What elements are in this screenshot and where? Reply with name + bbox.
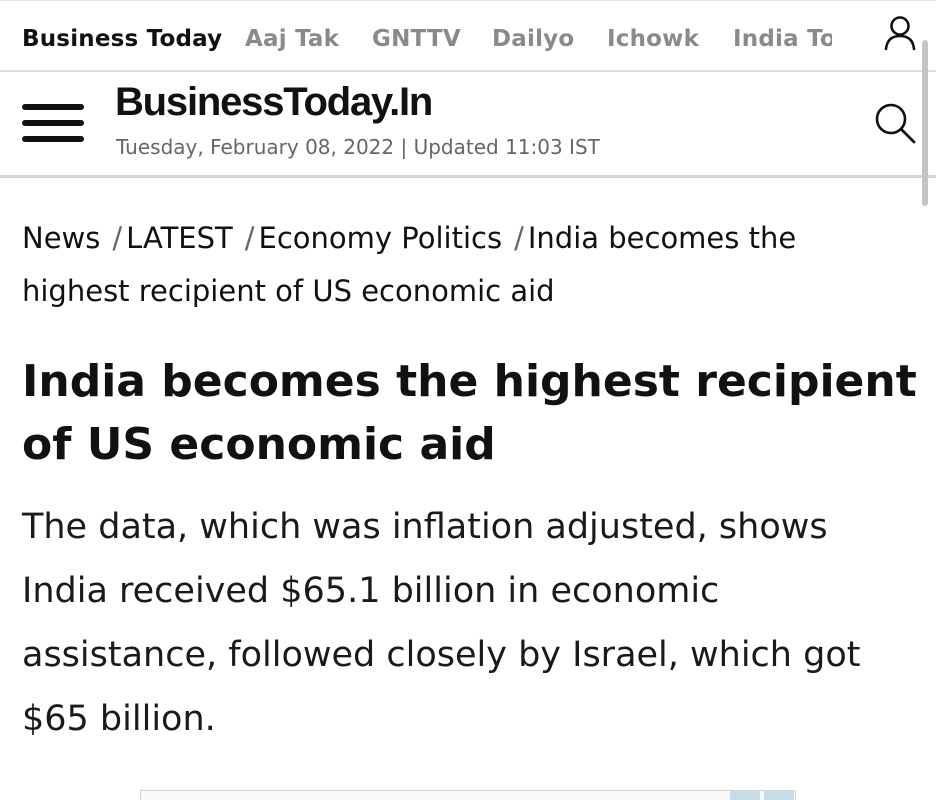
network-link-aaj-tak[interactable]: Aaj Tak — [245, 26, 340, 52]
breadcrumb-separator: / — [244, 221, 255, 255]
network-bar: Business Today Aaj Tak GNTTV Dailyo Icho… — [0, 0, 936, 72]
page-scrollbar[interactable] — [922, 40, 928, 206]
breadcrumb: News / LATEST / Economy Politics / India becom… — [22, 212, 892, 318]
breadcrumb-current-page: India becomes the highest recipient of U… — [22, 221, 797, 308]
search-icon[interactable] — [872, 100, 918, 146]
network-link-business-today[interactable]: Business Today — [22, 26, 223, 52]
breadcrumb-separator: / — [112, 221, 123, 255]
article-summary: The data, which was inflation adjusted, … — [22, 507, 861, 739]
breadcrumb-item-latest[interactable]: LATEST — [126, 221, 233, 255]
network-link-gnttv[interactable]: GNTTV — [372, 26, 461, 52]
user-icon[interactable] — [880, 13, 920, 53]
network-link-india-today[interactable]: India To — [733, 26, 832, 52]
advertisement-frame — [140, 790, 796, 800]
breadcrumb-separator: / — [514, 221, 524, 255]
breadcrumb-item-economy-politics[interactable]: Economy Politics — [258, 221, 503, 255]
network-link-dailyo[interactable]: Dailyo — [492, 26, 575, 52]
site-logo[interactable]: BusinessToday.In — [115, 80, 433, 124]
breadcrumb-item-news[interactable]: News — [22, 221, 101, 255]
article-headline: India becomes the highest recipient of U… — [22, 356, 917, 470]
search-icon-graphic — [875, 103, 916, 144]
user-icon-graphic — [884, 16, 916, 51]
network-link-ichowk[interactable]: Ichowk — [607, 26, 700, 52]
hamburger-menu-icon[interactable] — [22, 104, 84, 146]
dateline: Tuesday, February 08, 2022 | Updated 11:… — [116, 135, 600, 159]
ad-info-icon[interactable] — [730, 790, 760, 800]
ad-close-icon[interactable] — [764, 790, 794, 800]
masthead: BusinessToday.In Tuesday, February 08, 2… — [0, 72, 936, 178]
network-links: Business Today Aaj Tak GNTTV Dailyo Icho… — [0, 1, 832, 71]
